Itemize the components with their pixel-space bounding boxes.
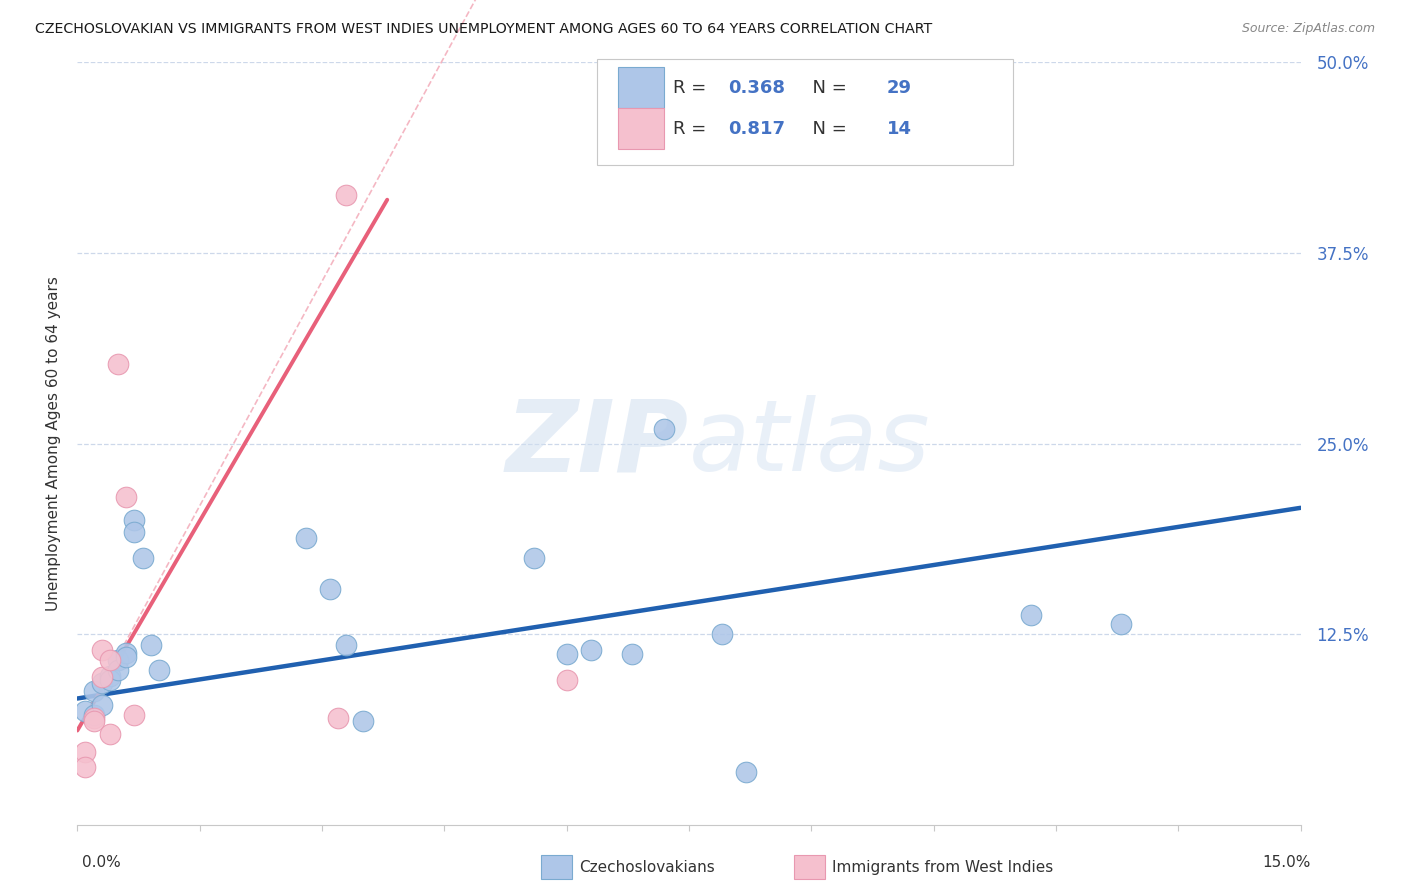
- Point: [90, 698, 112, 712]
- Text: R =: R =: [673, 78, 711, 96]
- Point: [83, 714, 105, 729]
- Point: [115, 650, 138, 665]
- Text: atlas: atlas: [689, 395, 931, 492]
- FancyBboxPatch shape: [598, 59, 1014, 165]
- Point: [352, 714, 374, 729]
- Point: [335, 188, 357, 202]
- Point: [328, 711, 350, 725]
- FancyBboxPatch shape: [619, 67, 665, 108]
- Point: [107, 663, 129, 677]
- Text: 0.0%: 0.0%: [82, 855, 121, 870]
- Text: 0.368: 0.368: [728, 78, 785, 96]
- Point: [83, 711, 105, 725]
- Y-axis label: Unemployment Among Ages 60 to 64 years: Unemployment Among Ages 60 to 64 years: [45, 277, 60, 611]
- Point: [75, 704, 97, 718]
- Point: [620, 647, 643, 661]
- Text: 14: 14: [887, 120, 912, 137]
- Point: [90, 676, 112, 690]
- Text: CZECHOSLOVAKIAN VS IMMIGRANTS FROM WEST INDIES UNEMPLOYMENT AMONG AGES 60 TO 64 : CZECHOSLOVAKIAN VS IMMIGRANTS FROM WEST …: [35, 22, 932, 37]
- Point: [75, 760, 97, 774]
- Point: [75, 745, 97, 759]
- Point: [83, 684, 105, 698]
- Point: [148, 663, 170, 677]
- FancyBboxPatch shape: [619, 108, 665, 149]
- Text: Source: ZipAtlas.com: Source: ZipAtlas.com: [1241, 22, 1375, 36]
- Point: [98, 673, 121, 688]
- Point: [98, 668, 121, 682]
- Point: [107, 358, 129, 372]
- Point: [294, 532, 316, 546]
- Point: [319, 582, 342, 596]
- Point: [139, 638, 162, 652]
- Text: 15.0%: 15.0%: [1263, 855, 1310, 870]
- Point: [1021, 607, 1043, 622]
- Point: [710, 627, 733, 641]
- Point: [654, 421, 676, 435]
- Point: [1109, 616, 1132, 631]
- Point: [83, 708, 105, 723]
- Point: [579, 642, 602, 657]
- Text: Czechoslovakians: Czechoslovakians: [579, 860, 716, 874]
- Point: [124, 513, 146, 527]
- Text: Immigrants from West Indies: Immigrants from West Indies: [832, 860, 1053, 874]
- Point: [98, 726, 121, 740]
- Point: [735, 764, 758, 779]
- Text: N =: N =: [801, 120, 853, 137]
- Text: ZIP: ZIP: [506, 395, 689, 492]
- Point: [523, 551, 546, 566]
- Point: [107, 653, 129, 667]
- Point: [335, 638, 357, 652]
- Point: [124, 708, 146, 723]
- Point: [555, 647, 578, 661]
- Point: [131, 551, 153, 566]
- Text: 0.817: 0.817: [728, 120, 785, 137]
- Point: [115, 490, 138, 504]
- Text: 29: 29: [887, 78, 912, 96]
- Text: R =: R =: [673, 120, 711, 137]
- Point: [115, 646, 138, 660]
- Point: [124, 525, 146, 540]
- Point: [90, 642, 112, 657]
- Point: [98, 653, 121, 667]
- Text: N =: N =: [801, 78, 853, 96]
- Point: [90, 670, 112, 684]
- Point: [555, 673, 578, 688]
